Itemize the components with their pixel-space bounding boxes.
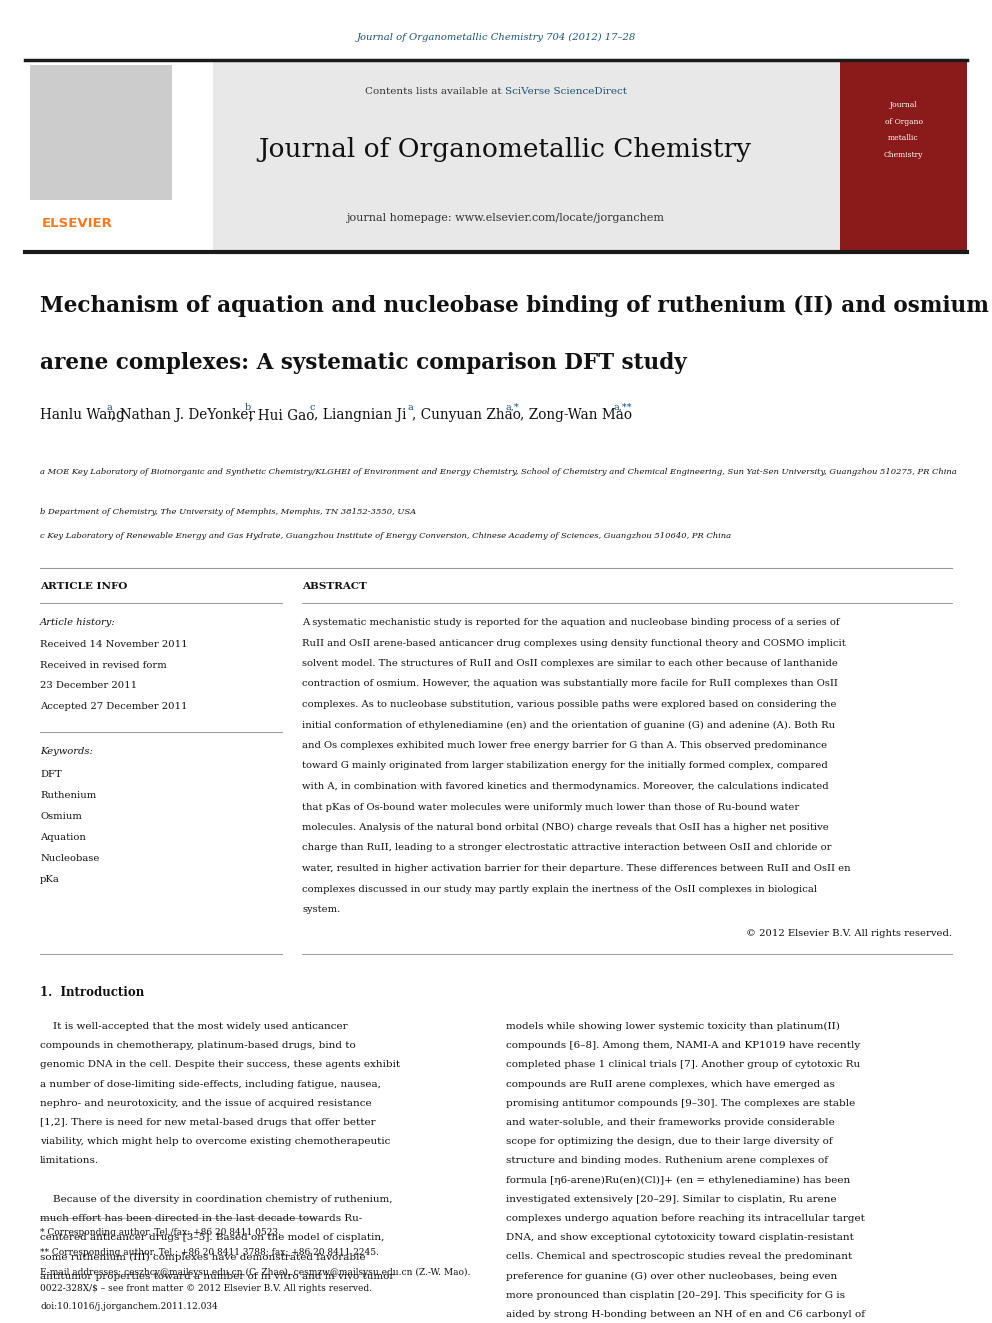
- Text: , Liangnian Ji: , Liangnian Ji: [314, 407, 407, 422]
- Text: DFT: DFT: [40, 770, 62, 779]
- Text: Hanlu Wang: Hanlu Wang: [40, 407, 125, 422]
- Text: Osmium: Osmium: [40, 812, 82, 822]
- Text: Received in revised form: Received in revised form: [40, 662, 167, 669]
- Text: ELSEVIER: ELSEVIER: [42, 217, 113, 230]
- Text: A systematic mechanistic study is reported for the aquation and nucleobase bindi: A systematic mechanistic study is report…: [302, 618, 839, 627]
- Text: a,*: a,*: [506, 404, 519, 411]
- Text: complexes undergo aquation before reaching its intracellular target: complexes undergo aquation before reachi…: [506, 1215, 865, 1222]
- Text: a: a: [408, 404, 414, 411]
- Text: ** Corresponding author. Tel.: +86 20 8411 3788; fax: +86 20 8411 2245.: ** Corresponding author. Tel.: +86 20 84…: [40, 1248, 379, 1257]
- Text: Accepted 27 December 2011: Accepted 27 December 2011: [40, 703, 187, 710]
- Text: molecules. Analysis of the natural bond orbital (NBO) charge reveals that OsII h: molecules. Analysis of the natural bond …: [302, 823, 828, 832]
- Text: RuII and OsII arene-based anticancer drug complexes using density functional the: RuII and OsII arene-based anticancer dru…: [302, 639, 846, 647]
- Text: nephro- and neurotoxicity, and the issue of acquired resistance: nephro- and neurotoxicity, and the issue…: [40, 1099, 372, 1107]
- Text: that pKas of Os-bound water molecules were uniformly much lower than those of Ru: that pKas of Os-bound water molecules we…: [302, 803, 800, 811]
- Text: E-mail addresses: ceszhcy@mailsysu.edu.cn (C. Zhao), cesmzw@mailsysu.edu.cn (Z.-: E-mail addresses: ceszhcy@mailsysu.edu.c…: [40, 1267, 470, 1277]
- Text: limitations.: limitations.: [40, 1156, 99, 1166]
- Text: It is well-accepted that the most widely used anticancer: It is well-accepted that the most widely…: [40, 1021, 347, 1031]
- Text: c Key Laboratory of Renewable Energy and Gas Hydrate, Guangzhou Institute of Ene: c Key Laboratory of Renewable Energy and…: [40, 532, 731, 540]
- Text: water, resulted in higher activation barrier for their departure. These differen: water, resulted in higher activation bar…: [302, 864, 850, 873]
- Text: Nucleobase: Nucleobase: [40, 855, 99, 863]
- Text: structure and binding modes. Ruthenium arene complexes of: structure and binding modes. Ruthenium a…: [506, 1156, 828, 1166]
- Text: © 2012 Elsevier B.V. All rights reserved.: © 2012 Elsevier B.V. All rights reserved…: [746, 930, 952, 938]
- Text: Ruthenium: Ruthenium: [40, 791, 96, 800]
- Text: a: a: [107, 404, 112, 411]
- Bar: [25, 60, 213, 251]
- Text: preference for guanine (G) over other nucleobases, being even: preference for guanine (G) over other nu…: [506, 1271, 837, 1281]
- Text: a,**: a,**: [613, 404, 632, 411]
- Text: * Corresponding author. Tel./fax: +86 20 8411 0523.: * Corresponding author. Tel./fax: +86 20…: [40, 1228, 281, 1237]
- Text: , Hui Gao: , Hui Gao: [249, 407, 314, 422]
- Text: , Cunyuan Zhao: , Cunyuan Zhao: [413, 407, 521, 422]
- Text: metallic: metallic: [888, 134, 919, 142]
- Text: some ruthenium (III) complexes have demonstrated favorable: some ruthenium (III) complexes have demo…: [40, 1253, 366, 1262]
- Text: Received 14 November 2011: Received 14 November 2011: [40, 640, 187, 650]
- Text: toward G mainly originated from larger stabilization energy for the initially fo: toward G mainly originated from larger s…: [302, 762, 827, 770]
- Text: genomic DNA in the cell. Despite their success, these agents exhibit: genomic DNA in the cell. Despite their s…: [40, 1061, 400, 1069]
- Text: doi:10.1016/j.jorganchem.2011.12.034: doi:10.1016/j.jorganchem.2011.12.034: [40, 1302, 218, 1311]
- Text: charge than RuII, leading to a stronger electrostatic attractive interaction bet: charge than RuII, leading to a stronger …: [302, 844, 831, 852]
- Bar: [840, 60, 967, 251]
- Text: arene complexes: A systematic comparison DFT study: arene complexes: A systematic comparison…: [40, 352, 686, 374]
- Text: Because of the diversity in coordination chemistry of ruthenium,: Because of the diversity in coordination…: [40, 1195, 393, 1204]
- Text: much effort has been directed in the last decade towards Ru-: much effort has been directed in the las…: [40, 1215, 362, 1222]
- Text: completed phase 1 clinical trials [7]. Another group of cytotoxic Ru: completed phase 1 clinical trials [7]. A…: [506, 1061, 860, 1069]
- Text: system.: system.: [302, 905, 340, 914]
- Text: complexes discussed in our study may partly explain the inertness of the OsII co: complexes discussed in our study may par…: [302, 885, 817, 893]
- Text: DNA, and show exceptional cytotoxicity toward cisplatin-resistant: DNA, and show exceptional cytotoxicity t…: [506, 1233, 854, 1242]
- Text: b Department of Chemistry, The University of Memphis, Memphis, TN 38152-3550, US: b Department of Chemistry, The Universit…: [40, 508, 416, 516]
- Text: complexes. As to nucleobase substitution, various possible paths were explored b: complexes. As to nucleobase substitution…: [302, 700, 836, 709]
- Text: with A, in combination with favored kinetics and thermodynamics. Moreover, the c: with A, in combination with favored kine…: [302, 782, 828, 791]
- Text: and Os complexes exhibited much lower free energy barrier for G than A. This obs: and Os complexes exhibited much lower fr…: [302, 741, 827, 750]
- Text: promising antitumor compounds [9–30]. The complexes are stable: promising antitumor compounds [9–30]. Th…: [506, 1099, 855, 1107]
- Text: 0022-328X/$ – see front matter © 2012 Elsevier B.V. All rights reserved.: 0022-328X/$ – see front matter © 2012 El…: [40, 1285, 372, 1293]
- Text: of Organo: of Organo: [885, 118, 923, 126]
- Text: investigated extensively [20–29]. Similar to cisplatin, Ru arene: investigated extensively [20–29]. Simila…: [506, 1195, 836, 1204]
- Text: 23 December 2011: 23 December 2011: [40, 681, 137, 691]
- Text: cells. Chemical and spectroscopic studies reveal the predominant: cells. Chemical and spectroscopic studie…: [506, 1253, 852, 1261]
- Text: Journal of Organometallic Chemistry 704 (2012) 17–28: Journal of Organometallic Chemistry 704 …: [356, 33, 636, 41]
- Text: formula [η6-arene)Ru(en)(Cl)]+ (en = ethylenediamine) has been: formula [η6-arene)Ru(en)(Cl)]+ (en = eth…: [506, 1176, 850, 1184]
- Text: [1,2]. There is need for new metal-based drugs that offer better: [1,2]. There is need for new metal-based…: [40, 1118, 376, 1127]
- Text: viability, which might help to overcome existing chemotherapeutic: viability, which might help to overcome …: [40, 1138, 391, 1146]
- Text: Mechanism of aquation and nucleobase binding of ruthenium (II) and osmium (II): Mechanism of aquation and nucleobase bin…: [40, 295, 992, 318]
- Text: 1.  Introduction: 1. Introduction: [40, 986, 144, 999]
- Text: scope for optimizing the design, due to their large diversity of: scope for optimizing the design, due to …: [506, 1138, 832, 1146]
- Text: solvent model. The structures of RuII and OsII complexes are similar to each oth: solvent model. The structures of RuII an…: [302, 659, 838, 668]
- Text: more pronounced than cisplatin [20–29]. This specificity for G is: more pronounced than cisplatin [20–29]. …: [506, 1291, 845, 1299]
- Text: models while showing lower systemic toxicity than platinum(II): models while showing lower systemic toxi…: [506, 1021, 840, 1031]
- Text: Journal of Organometallic Chemistry: Journal of Organometallic Chemistry: [259, 138, 752, 163]
- Text: Journal: Journal: [890, 101, 918, 108]
- Text: compounds in chemotherapy, platinum-based drugs, bind to: compounds in chemotherapy, platinum-base…: [40, 1041, 356, 1050]
- Text: b: b: [245, 404, 251, 411]
- Text: Contents lists available at: Contents lists available at: [365, 87, 505, 97]
- Text: and water-soluble, and their frameworks provide considerable: and water-soluble, and their frameworks …: [506, 1118, 834, 1127]
- Text: centered anticancer drugs [3–5]. Based on the model of cisplatin,: centered anticancer drugs [3–5]. Based o…: [40, 1233, 384, 1242]
- Text: c: c: [310, 404, 314, 411]
- Text: Chemistry: Chemistry: [884, 151, 924, 159]
- Text: contraction of osmium. However, the aquation was substantially more facile for R: contraction of osmium. However, the aqua…: [302, 680, 838, 688]
- Text: compounds [6–8]. Among them, NAMI-A and KP1019 have recently: compounds [6–8]. Among them, NAMI-A and …: [506, 1041, 860, 1050]
- Bar: [30, 65, 172, 200]
- Text: ARTICLE INFO: ARTICLE INFO: [40, 582, 127, 591]
- Text: Keywords:: Keywords:: [40, 747, 93, 755]
- Text: compounds are RuII arene complexes, which have emerged as: compounds are RuII arene complexes, whic…: [506, 1080, 835, 1089]
- Text: a number of dose-limiting side-effects, including fatigue, nausea,: a number of dose-limiting side-effects, …: [40, 1080, 381, 1089]
- Text: , Nathan J. DeYonker: , Nathan J. DeYonker: [111, 407, 255, 422]
- Text: Article history:: Article history:: [40, 618, 116, 627]
- Text: pKa: pKa: [40, 875, 60, 884]
- Text: a MOE Key Laboratory of Bioinorganic and Synthetic Chemistry/KLGHEI of Environme: a MOE Key Laboratory of Bioinorganic and…: [40, 468, 956, 476]
- Text: Aquation: Aquation: [40, 833, 86, 841]
- Text: , Zong-Wan Mao: , Zong-Wan Mao: [520, 407, 632, 422]
- Bar: [25, 60, 967, 251]
- Text: initial conformation of ethylenediamine (en) and the orientation of guanine (G) : initial conformation of ethylenediamine …: [302, 721, 835, 729]
- Text: antitumor properties toward a number of in vitro and in vivo tumor: antitumor properties toward a number of …: [40, 1271, 395, 1281]
- Text: journal homepage: www.elsevier.com/locate/jorganchem: journal homepage: www.elsevier.com/locat…: [346, 213, 664, 224]
- Text: SciVerse ScienceDirect: SciVerse ScienceDirect: [505, 87, 627, 97]
- Text: aided by strong H-bonding between an NH of en and C6 carbonyl of: aided by strong H-bonding between an NH …: [506, 1310, 865, 1319]
- Text: ABSTRACT: ABSTRACT: [302, 582, 367, 591]
